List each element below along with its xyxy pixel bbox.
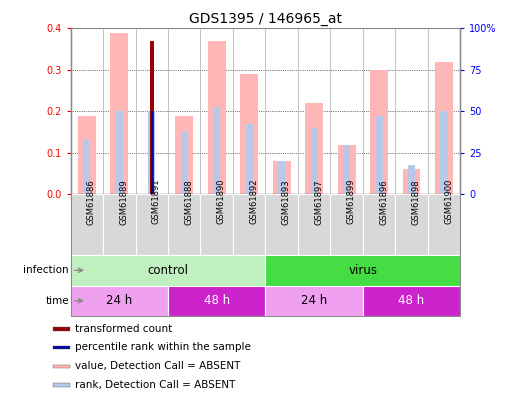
Text: GSM61891: GSM61891 — [152, 179, 161, 224]
Bar — [110, 32, 128, 194]
Bar — [208, 41, 225, 194]
Text: 24 h: 24 h — [106, 294, 132, 307]
Bar — [435, 62, 453, 194]
Bar — [440, 111, 448, 194]
Bar — [363, 286, 460, 316]
Bar — [135, 194, 168, 255]
Text: GSM61900: GSM61900 — [444, 179, 453, 224]
Text: value, Detection Call = ABSENT: value, Detection Call = ABSENT — [75, 361, 241, 371]
Bar — [395, 194, 428, 255]
Bar — [149, 111, 155, 194]
Text: GSM61893: GSM61893 — [282, 179, 291, 224]
Bar — [266, 194, 298, 255]
Bar — [338, 145, 356, 194]
Text: GSM61889: GSM61889 — [119, 179, 128, 224]
Bar — [343, 145, 350, 194]
Text: GSM61888: GSM61888 — [184, 179, 194, 224]
Text: GSM61899: GSM61899 — [347, 179, 356, 224]
Bar — [266, 255, 460, 286]
Text: infection: infection — [24, 265, 83, 275]
Bar — [278, 161, 285, 194]
Bar — [272, 161, 291, 194]
Bar — [298, 194, 331, 255]
Bar — [376, 115, 382, 194]
Bar — [71, 194, 103, 255]
Bar — [408, 165, 415, 194]
Bar — [331, 194, 363, 255]
Bar — [233, 194, 266, 255]
Bar — [150, 41, 154, 194]
Text: GSM61892: GSM61892 — [249, 179, 258, 224]
Bar — [200, 194, 233, 255]
Text: GSM61890: GSM61890 — [217, 179, 226, 224]
Bar — [403, 169, 420, 194]
Text: percentile rank within the sample: percentile rank within the sample — [75, 342, 251, 352]
Text: GSM61898: GSM61898 — [412, 179, 420, 224]
Text: 48 h: 48 h — [203, 294, 230, 307]
Bar — [78, 115, 96, 194]
Bar — [53, 364, 70, 368]
Text: GSM61896: GSM61896 — [379, 179, 388, 224]
Bar — [175, 115, 193, 194]
Text: rank, Detection Call = ABSENT: rank, Detection Call = ABSENT — [75, 380, 235, 390]
Bar — [116, 111, 123, 194]
Bar — [428, 194, 460, 255]
Bar — [83, 141, 90, 194]
Bar — [266, 286, 363, 316]
Bar — [246, 124, 253, 194]
Bar — [181, 132, 188, 194]
Text: 24 h: 24 h — [301, 294, 327, 307]
Bar — [168, 194, 200, 255]
Text: time: time — [46, 296, 83, 306]
Bar — [53, 346, 70, 350]
Bar — [168, 286, 266, 316]
Bar — [71, 286, 168, 316]
Bar — [240, 74, 258, 194]
Text: GSM61897: GSM61897 — [314, 179, 323, 224]
Bar — [311, 128, 317, 194]
Bar — [53, 383, 70, 387]
Bar — [363, 194, 395, 255]
Bar — [370, 70, 388, 194]
Text: transformed count: transformed count — [75, 324, 173, 334]
Text: control: control — [147, 264, 188, 277]
Bar — [305, 103, 323, 194]
Bar — [53, 327, 70, 331]
Text: virus: virus — [348, 264, 377, 277]
Bar — [151, 111, 153, 194]
Text: 48 h: 48 h — [399, 294, 425, 307]
Text: GSM61886: GSM61886 — [87, 179, 96, 224]
Bar — [71, 255, 266, 286]
Bar — [103, 194, 135, 255]
Title: GDS1395 / 146965_at: GDS1395 / 146965_at — [189, 12, 342, 26]
Bar — [213, 107, 220, 194]
